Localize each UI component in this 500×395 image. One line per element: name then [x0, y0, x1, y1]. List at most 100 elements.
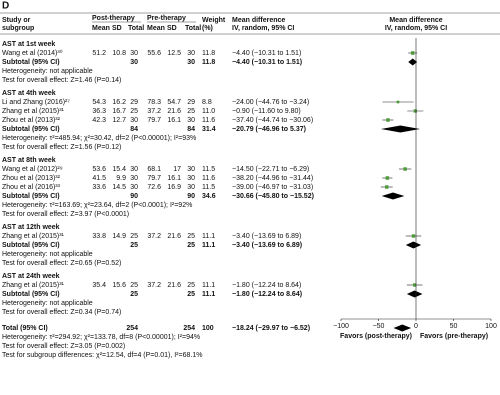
x-tick-label: 0	[414, 323, 418, 330]
header-col: Mean	[92, 25, 110, 32]
diamond	[408, 58, 418, 66]
cell: 15.6	[112, 282, 126, 289]
study-square	[403, 167, 407, 171]
heterogeneity: Heterogeneity: not applicable	[2, 300, 93, 307]
cell: 79.7	[147, 117, 161, 124]
header-md: IV, random, 95% CI	[232, 25, 294, 32]
cell: 30	[130, 166, 138, 173]
header-weight: Weight	[202, 17, 226, 24]
cell: 30	[187, 175, 195, 182]
cell: 30	[130, 117, 138, 124]
study-square	[396, 100, 400, 104]
overall-effect: Test for overall effect: Z=1.46 (P=0.14)	[2, 77, 121, 84]
cell: 33.8	[92, 233, 106, 240]
header-col: Total	[128, 25, 144, 32]
row-label: Subtotal (95% CI)	[2, 291, 60, 298]
weight: 11.0	[202, 108, 215, 115]
md-label: −1.80 (−12.24 to 8.64)	[232, 291, 302, 298]
group-title: AST at 12th week	[2, 224, 60, 231]
cell: 14.9	[112, 233, 126, 240]
row-label: Total (95% CI)	[2, 325, 48, 332]
panel-label: D	[2, 1, 9, 12]
heterogeneity: Heterogeneity: τ²=294.92; χ²=133.78, df=…	[2, 334, 200, 341]
subgroup-differences: Test for subgroup differences: χ²=12.54,…	[2, 352, 202, 359]
header-col: Mean	[147, 25, 165, 32]
row-label: Subtotal (95% CI)	[2, 242, 60, 249]
overall-effect: Test for overall effect: Z=1.56 (P=0.12)	[2, 144, 121, 151]
cell: 16.2	[112, 99, 126, 106]
cell: 25	[130, 233, 138, 240]
cell: 17	[173, 166, 181, 173]
cell: 30	[187, 166, 195, 173]
cell: 35.4	[92, 282, 106, 289]
cell: 30	[187, 184, 195, 191]
md-label: −37.40 (−44.74 to −30.06)	[232, 117, 313, 124]
header-weight: (%)	[202, 25, 213, 32]
cell: 21.6	[167, 108, 181, 115]
diamond	[381, 192, 405, 200]
x-tick-label: −100	[333, 323, 349, 330]
study-square	[385, 176, 390, 180]
cell: 16.7	[112, 108, 126, 115]
md-label: −38.20 (−44.96 to −31.44)	[232, 175, 313, 182]
cell: 25	[130, 282, 138, 289]
cell: 30	[187, 117, 195, 124]
header-study: subgroup	[2, 25, 34, 32]
weight: 11.1	[202, 291, 215, 298]
cell: 254	[183, 325, 195, 332]
cell: 15.4	[112, 166, 126, 173]
md-label: −0.90 (−11.60 to 9.80)	[232, 108, 301, 115]
md-label: −3.40 (−13.69 to 6.89)	[232, 242, 302, 249]
cell: 41.5	[92, 175, 106, 182]
cell: 14.5	[112, 184, 126, 191]
md-label: −1.80 (−12.24 to 8.64)	[232, 282, 301, 289]
cell: 10.8	[112, 50, 126, 57]
cell: 16.1	[167, 175, 181, 182]
cell: 16.9	[167, 184, 181, 191]
study-square	[410, 51, 415, 55]
overall-effect: Test for overall effect: Z=3.05 (P=0.002…	[2, 343, 125, 350]
study-square	[412, 283, 417, 287]
cell: 78.3	[147, 99, 161, 106]
cell: 36.3	[92, 108, 106, 115]
study-name: Zhang et al (2015)³¹	[2, 233, 65, 240]
cell: 12.7	[112, 117, 126, 124]
cell: 29	[130, 99, 138, 106]
study-name: Wang et al (2012)²⁹	[2, 166, 63, 173]
weight: 8.8	[202, 99, 212, 106]
study-square	[385, 185, 389, 189]
study-square	[413, 109, 417, 113]
cell: 30	[187, 59, 195, 66]
favors-right: Favors (pre-therapy)	[420, 333, 488, 340]
diamond	[405, 241, 422, 249]
overall-effect: Test for overall effect: Z=0.34 (P=0.74)	[2, 309, 121, 316]
md-label: −18.24 (−29.97 to −6.52)	[232, 325, 310, 332]
cell: 25	[187, 108, 195, 115]
weight: 11.6	[202, 117, 215, 124]
header-pre: Pre-therapy	[147, 15, 186, 22]
md-label: −4.40 (−10.31 to 1.51)	[232, 59, 302, 66]
cell: 30	[130, 184, 138, 191]
cell: 53.6	[92, 166, 106, 173]
diamond	[406, 290, 423, 298]
weight: 34.6	[202, 193, 216, 200]
cell: 30	[130, 50, 138, 57]
group-title: AST at 8th week	[2, 157, 56, 164]
header-md: Mean difference	[232, 17, 285, 24]
cell: 25	[130, 242, 138, 249]
cell: 30	[187, 50, 195, 57]
study-name: Li and Zhang (2016)²⁷	[2, 99, 70, 106]
study-square	[411, 234, 416, 238]
heterogeneity: Heterogeneity: not applicable	[2, 68, 93, 75]
study-name: Wang et al (2014)³⁰	[2, 49, 63, 57]
header-study: Study or	[2, 17, 31, 24]
cell: 90	[187, 193, 195, 200]
group-title: AST at 4th week	[2, 90, 56, 97]
cell: 16.1	[167, 117, 181, 124]
row-label: Subtotal (95% CI)	[2, 59, 60, 66]
group-title: AST at 1st week	[2, 41, 55, 48]
favors-left: Favors (post-therapy)	[340, 333, 412, 340]
cell: 25	[187, 282, 195, 289]
header-col: SD	[167, 25, 177, 32]
heterogeneity: Heterogeneity: τ²=163.69; χ²=23.64, df=2…	[2, 202, 192, 209]
